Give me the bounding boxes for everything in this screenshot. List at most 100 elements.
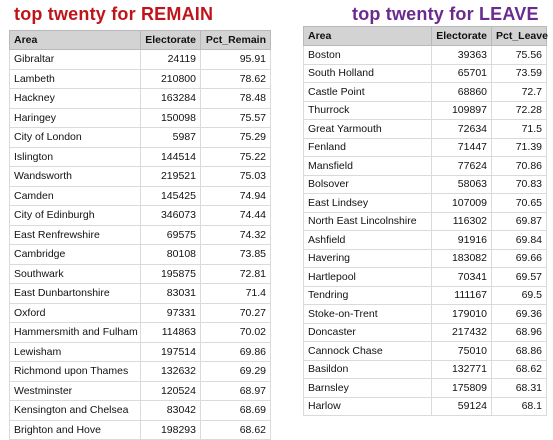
cell-pct: 69.84 — [491, 230, 547, 250]
leave-title: top twenty for LEAVE — [352, 4, 539, 24]
cell-pct: 71.4 — [200, 283, 271, 304]
cell-electorate: 210800 — [140, 69, 201, 89]
table-row: Oxford 97331 70.27 — [9, 303, 271, 323]
table-row: Great Yarmouth 72634 71.5 — [303, 119, 547, 139]
cell-electorate: 219521 — [140, 166, 201, 187]
cell-electorate: 217432 — [431, 323, 492, 342]
cell-pct: 68.97 — [200, 381, 271, 401]
cell-area: Cannock Chase — [303, 341, 432, 361]
table-row: Islington 144514 75.22 — [9, 147, 271, 167]
cell-pct: 75.22 — [200, 147, 271, 167]
cell-area: Lambeth — [9, 69, 141, 89]
cell-electorate: 24119 — [140, 49, 201, 70]
cell-electorate: 111167 — [431, 286, 492, 305]
cell-electorate: 58063 — [431, 175, 492, 194]
table-row: City of Edinburgh 346073 74.44 — [9, 205, 271, 226]
column-header-pct-leave: Pct_Leave — [491, 26, 548, 46]
table-row: East Renfrewshire 69575 74.32 — [9, 225, 271, 245]
column-header-area: Area — [9, 30, 141, 50]
cell-pct: 74.32 — [200, 225, 271, 245]
cell-pct: 72.81 — [200, 264, 271, 284]
cell-electorate: 145425 — [140, 186, 201, 206]
cell-electorate: 114863 — [140, 322, 201, 343]
cell-electorate: 132632 — [140, 361, 201, 382]
table-row: Fenland 71447 71.39 — [303, 138, 547, 157]
cell-area: Lewisham — [9, 342, 141, 362]
table-header-row: Area Electorate Pct_Remain — [9, 30, 271, 50]
cell-area: South Holland — [303, 64, 432, 83]
cell-pct: 78.48 — [200, 88, 271, 109]
cell-area: Westminster — [9, 381, 141, 401]
table-row: Havering 183082 69.66 — [303, 249, 547, 268]
column-header-area: Area — [303, 26, 432, 46]
cell-area: Thurrock — [303, 101, 432, 120]
table-row: Stoke-on-Trent 179010 69.36 — [303, 304, 547, 324]
cell-area: East Dunbartonshire — [9, 283, 141, 304]
cell-electorate: 75010 — [431, 341, 492, 361]
cell-electorate: 107009 — [431, 193, 492, 213]
cell-area: Hartlepool — [303, 267, 432, 287]
cell-pct: 74.94 — [200, 186, 271, 206]
cell-area: North East Lincolnshire — [303, 212, 432, 231]
cell-area: Basildon — [303, 360, 432, 379]
cell-electorate: 150098 — [140, 108, 201, 128]
cell-electorate: 83031 — [140, 283, 201, 304]
cell-area: Richmond upon Thames — [9, 361, 141, 382]
table-row: East Dunbartonshire 83031 71.4 — [9, 283, 271, 304]
cell-pct: 68.62 — [491, 360, 547, 379]
cell-pct: 75.57 — [200, 108, 271, 128]
cell-electorate: 70341 — [431, 267, 492, 287]
cell-pct: 69.36 — [491, 304, 547, 324]
cell-electorate: 80108 — [140, 244, 201, 265]
table-row: Gibraltar 24119 95.91 — [9, 49, 271, 70]
cell-area: City of Edinburgh — [9, 205, 141, 226]
table-row: Castle Point 68860 72.7 — [303, 82, 547, 102]
cell-pct: 69.87 — [491, 212, 547, 231]
cell-pct: 68.86 — [491, 341, 547, 361]
column-header-electorate: Electorate — [431, 26, 492, 46]
table-row: Cannock Chase 75010 68.86 — [303, 341, 547, 361]
cell-area: Gibraltar — [9, 49, 141, 70]
table-row: Haringey 150098 75.57 — [9, 108, 271, 128]
cell-electorate: 346073 — [140, 205, 201, 226]
table-row: Hartlepool 70341 69.57 — [303, 267, 547, 287]
table-row: Lewisham 197514 69.86 — [9, 342, 271, 362]
cell-area: City of London — [9, 127, 141, 148]
cell-pct: 70.02 — [200, 322, 271, 343]
cell-area: Havering — [303, 249, 432, 268]
cell-pct: 71.5 — [491, 119, 547, 139]
remain-table: Area Electorate Pct_Remain Gibraltar 2411… — [9, 30, 271, 440]
cell-electorate: 83042 — [140, 400, 201, 421]
table-row: City of London 5987 75.29 — [9, 127, 271, 148]
cell-electorate: 132771 — [431, 360, 492, 379]
table-row: Bolsover 58063 70.83 — [303, 175, 547, 194]
cell-area: Mansfield — [303, 156, 432, 176]
cell-electorate: 120524 — [140, 381, 201, 401]
cell-area: Camden — [9, 186, 141, 206]
cell-pct: 69.29 — [200, 361, 271, 382]
cell-area: Tendring — [303, 286, 432, 305]
table-row: Cambridge 80108 73.85 — [9, 244, 271, 265]
leave-table: Area Electorate Pct_Leave Boston 39363 75.… — [303, 26, 548, 416]
cell-area: Hackney — [9, 88, 141, 109]
cell-electorate: 116302 — [431, 212, 492, 231]
cell-area: Ashfield — [303, 230, 432, 250]
cell-pct: 74.44 — [200, 205, 271, 226]
cell-pct: 68.96 — [491, 323, 547, 342]
table-row: Hammersmith and Fulham 114863 70.02 — [9, 322, 271, 343]
cell-electorate: 97331 — [140, 303, 201, 323]
cell-pct: 73.59 — [491, 64, 547, 83]
cell-area: Boston — [303, 45, 432, 65]
cell-area: Harlow — [303, 397, 432, 416]
table-row: South Holland 65701 73.59 — [303, 64, 547, 83]
table-row: Camden 145425 74.94 — [9, 186, 271, 206]
table-row: Wandsworth 219521 75.03 — [9, 166, 271, 187]
cell-pct: 69.57 — [491, 267, 547, 287]
cell-electorate: 197514 — [140, 342, 201, 362]
table-row: East Lindsey 107009 70.65 — [303, 193, 547, 213]
cell-pct: 70.27 — [200, 303, 271, 323]
cell-pct: 75.56 — [491, 45, 547, 65]
cell-area: Castle Point — [303, 82, 432, 102]
cell-pct: 71.39 — [491, 138, 547, 157]
table-row: Westminster 120524 68.97 — [9, 381, 271, 401]
